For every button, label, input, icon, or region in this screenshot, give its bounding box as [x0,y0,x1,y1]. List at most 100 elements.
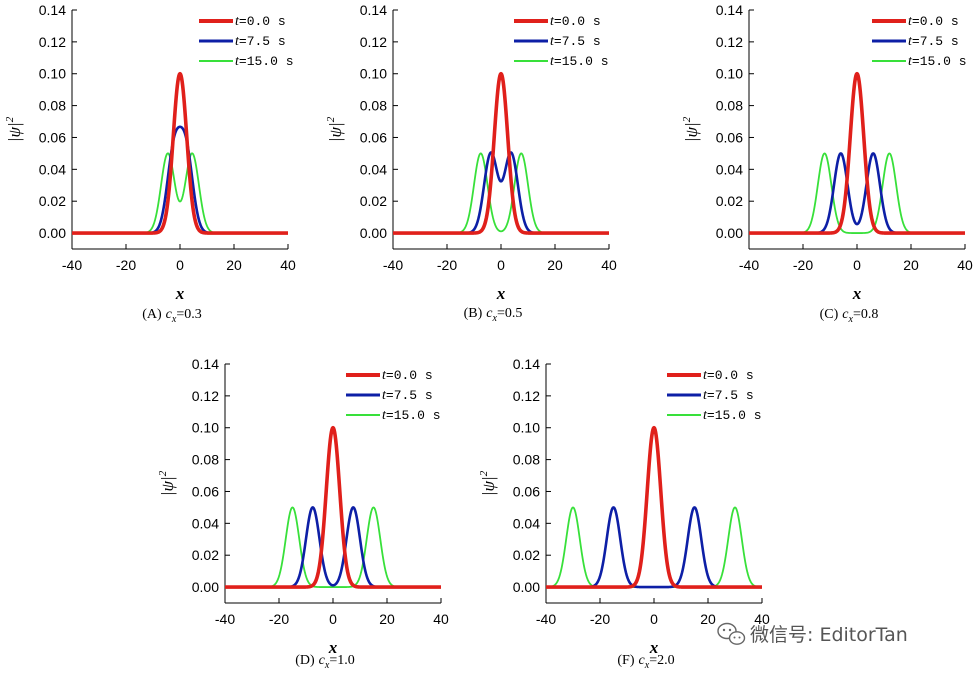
y-axis-label: |ψ|2 [681,116,701,142]
y-axis-label-main: |ψ| [5,122,24,142]
legend: t=0.0 st=7.5 st=15.0 s [514,14,609,69]
x-tick-label: 0 [853,257,861,273]
y-tick-label: 0.06 [192,483,219,499]
series-line-t-7-5-s [71,125,289,235]
legend-value: =0.0 s [239,14,286,29]
legend-var: t [235,54,240,69]
y-axis-label-superscript: 2 [157,470,169,476]
y-tick-label: 0.00 [360,225,387,241]
y-tick-label: 0.06 [513,483,540,499]
x-tick-label: -40 [215,611,235,627]
panel-f: 0.00 0.02 0.04 0.06 0.08 0.10 0.12 0.14 -40 -20 0 2… [478,356,770,671]
legend-value: =0.0 s [554,14,601,29]
caption-subscript: x [644,660,650,671]
y-tick-label: 0.08 [39,98,66,114]
y-tick-label: 0.12 [513,388,540,404]
legend-entry: t=7.5 s [703,388,754,403]
x-tick-label: -40 [739,257,759,273]
series-line-t-15-0-s [224,506,442,588]
x-axis-label: x [852,284,862,303]
x-tick-label: 0 [650,611,658,627]
legend-entry: t=15.0 s [550,54,609,69]
x-tick-label: 0 [176,257,184,273]
legend-entry: t=15.0 s [382,408,441,423]
legend-var: t [550,34,555,49]
legend-value: =7.5 s [912,34,959,49]
y-tick-label: 0.14 [192,356,219,372]
x-tick-label: 20 [547,257,563,273]
series-line-t-15-0-s [545,506,763,588]
caption-prefix: (F) [617,653,634,668]
x-axis-label: x [649,638,659,657]
y-tick-label: 0.10 [192,420,219,436]
caption-value: =0.8 [853,307,878,322]
watermark: 微信号: EditorTan [717,622,908,646]
x-tick-label: 20 [903,257,919,273]
y-tick-label: 0.08 [716,98,743,114]
legend: t=0.0 st=7.5 st=15.0 s [872,14,967,69]
legend-entry: t=7.5 s [908,34,959,49]
panels: 0.00 0.02 0.04 0.06 0.08 0.10 0.12 0.14 -40 -20 0 2… [4,2,973,671]
x-tick-label: 40 [754,611,770,627]
y-tick-label: 0.08 [360,98,387,114]
series-line-t-7-5-s [392,151,610,235]
y-tick-label: 0.00 [716,225,743,241]
legend-entry: t=0.0 s [235,14,286,29]
x-tick-label: -20 [793,257,813,273]
y-axis-label-superscript: 2 [478,470,490,476]
y-tick-label: 0.00 [39,225,66,241]
series-line-t-7-5-s [748,152,966,235]
y-tick-label: 0.04 [513,515,540,531]
legend-value: =15.0 s [386,408,441,423]
legend-entry: t=0.0 s [703,368,754,383]
x-tick-label: 0 [329,611,337,627]
legend-var: t [908,14,913,29]
caption-var: c [639,653,646,668]
legend-entry: t=15.0 s [235,54,294,69]
series-line-t-15-0-s [71,152,289,234]
caption-subscript: x [492,313,498,324]
legend: t=0.0 st=7.5 st=15.0 s [199,14,294,69]
panel-caption: (B) cx=0.5 [464,306,523,324]
y-tick-label: 0.08 [513,452,540,468]
y-tick-label: 0.02 [513,547,540,563]
legend-var: t [550,14,555,29]
x-tick-label: -20 [269,611,289,627]
series-line-t-15-0-s [392,152,610,234]
x-tick-label: -20 [590,611,610,627]
panel-c: 0.00 0.02 0.04 0.06 0.08 0.10 0.12 0.14 -40 -20 0 2… [681,2,973,325]
y-tick-label: 0.00 [192,579,219,595]
y-tick-label: 0.04 [39,161,66,177]
y-tick-label: 0.10 [716,66,743,82]
x-axis-label: x [496,284,506,303]
x-tick-label: -40 [383,257,403,273]
caption-value: =0.3 [176,307,201,322]
y-tick-label: 0.10 [39,66,66,82]
y-axis-label: |ψ|2 [157,470,177,496]
y-tick-label: 0.06 [360,129,387,145]
caption-var: c [166,307,173,322]
legend-value: =7.5 s [554,34,601,49]
series-line-t-0-0-s [70,71,290,235]
legend-value: =7.5 s [707,388,754,403]
y-axis-label-main: |ψ| [682,122,701,142]
y-tick-label: 0.02 [39,193,66,209]
legend: t=0.0 st=7.5 st=15.0 s [667,368,762,423]
series-line-t-0-0-s [223,425,443,589]
legend-var: t [235,34,240,49]
legend-entry: t=15.0 s [908,54,967,69]
y-axis-label-superscript: 2 [325,116,337,122]
y-tick-label: 0.06 [716,129,743,145]
x-tick-label: 40 [601,257,617,273]
x-tick-label: 40 [957,257,973,273]
x-tick-label: 20 [226,257,242,273]
caption-var: c [486,306,493,321]
watermark-text: 微信号: EditorTan [750,624,908,646]
caption-prefix: (D) [295,653,315,668]
y-tick-label: 0.00 [513,579,540,595]
caption-value: =2.0 [649,653,674,668]
legend-var: t [908,54,913,69]
legend-entry: t=0.0 s [908,14,959,29]
caption-value: =1.0 [329,653,354,668]
